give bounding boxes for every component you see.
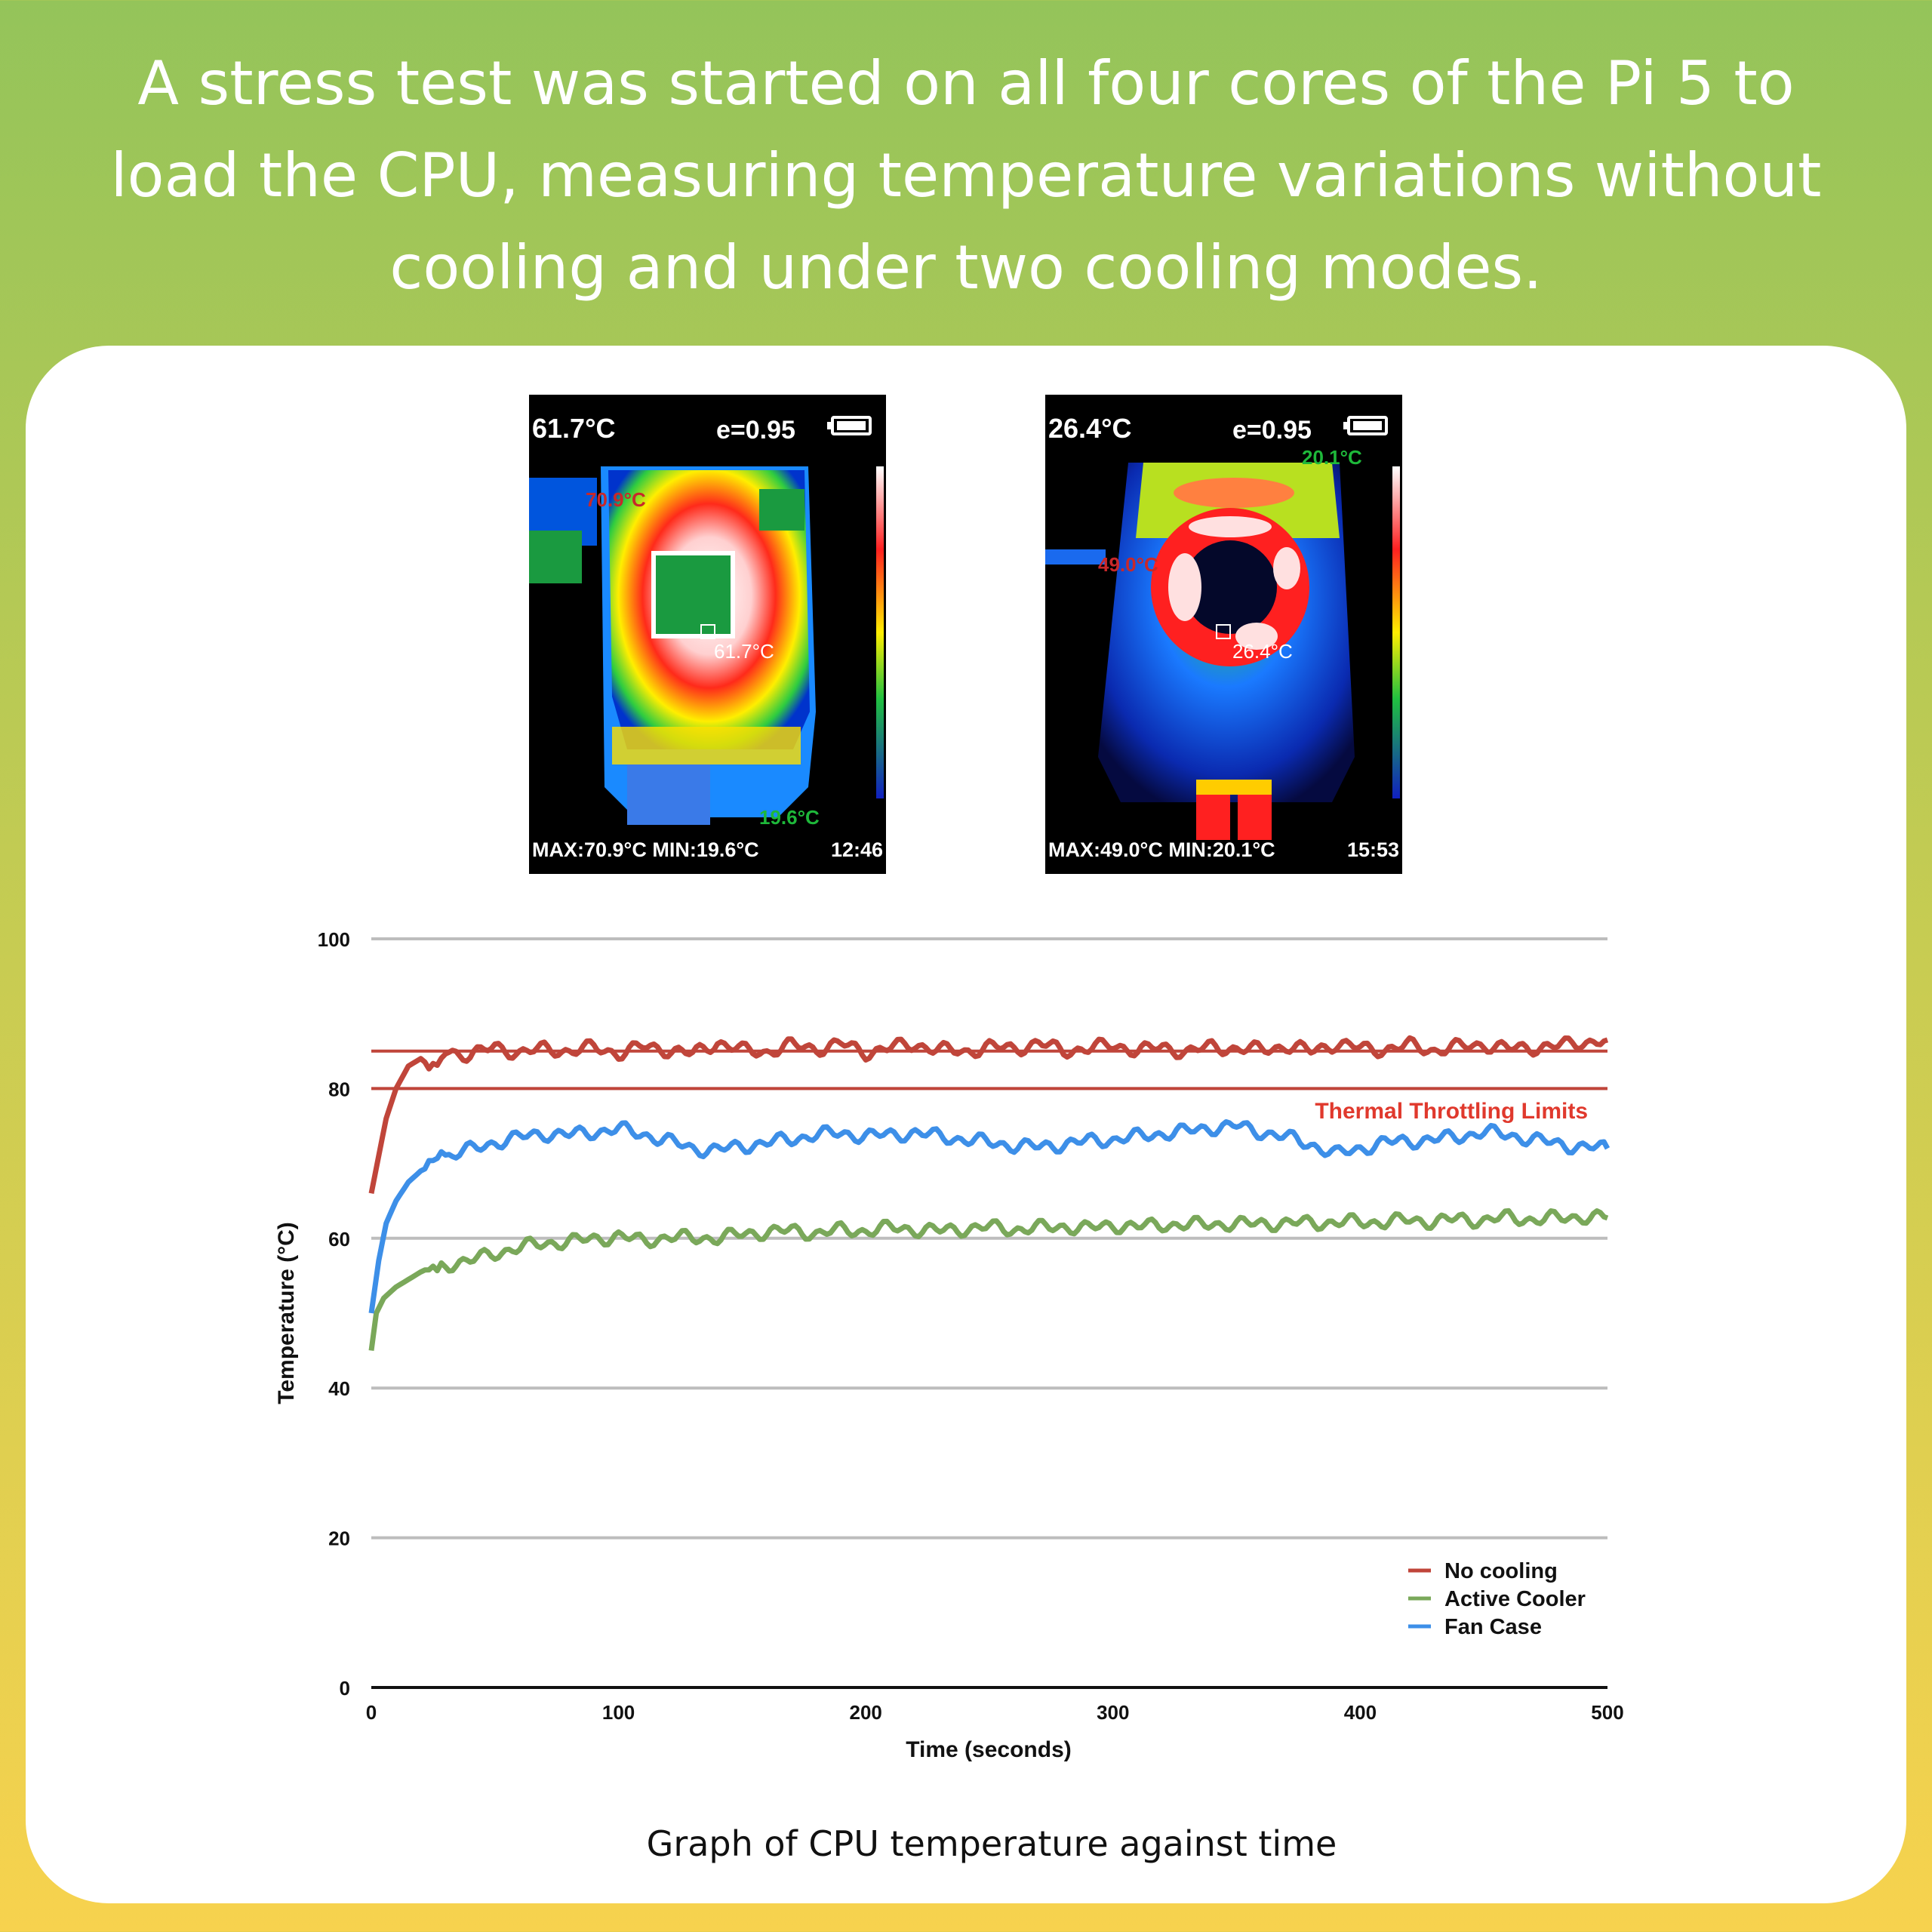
center-label: 26.4°C bbox=[1232, 640, 1293, 663]
emissivity-value: e=0.95 bbox=[1232, 416, 1312, 445]
legend-entry: Fan Case bbox=[1444, 1615, 1542, 1639]
y-tick-label: 100 bbox=[318, 928, 350, 951]
legend-entry: No cooling bbox=[1444, 1559, 1558, 1583]
x-tick-label: 500 bbox=[1591, 1701, 1623, 1724]
thermal-time: 12:46 bbox=[830, 838, 883, 861]
x-tick-label: 0 bbox=[366, 1701, 377, 1724]
chart-series bbox=[368, 1035, 1611, 1352]
headline: A stress test was started on all four co… bbox=[110, 48, 1822, 303]
chart-caption: Graph of CPU temperature against time bbox=[646, 1823, 1337, 1864]
y-tick-label: 40 bbox=[328, 1377, 350, 1400]
throttling-limit-label: Thermal Throttling Limits bbox=[1315, 1099, 1588, 1124]
x-tick-label: 200 bbox=[850, 1701, 882, 1724]
series-line-active-cooler bbox=[368, 1208, 1609, 1352]
thermal-stats: MAX:70.9°C MIN:19.6°C bbox=[532, 838, 759, 861]
thermal-reading: 61.7°C bbox=[532, 413, 616, 444]
legend-entry: Active Cooler bbox=[1444, 1587, 1586, 1611]
thermal-heatmap-case bbox=[1045, 395, 1402, 874]
y-tick-label: 80 bbox=[328, 1078, 350, 1100]
y-tick-label: 20 bbox=[328, 1527, 350, 1550]
y-tick-labels: 0 20 40 60 80 100 bbox=[318, 928, 350, 1700]
thermal-time: 15:53 bbox=[1346, 838, 1399, 861]
hot-spot-label: 70.9°C bbox=[586, 488, 646, 511]
x-tick-label: 300 bbox=[1097, 1701, 1129, 1724]
series-line-no-cooling bbox=[368, 1035, 1609, 1194]
y-axis-label: Temperature (°C) bbox=[274, 1222, 299, 1404]
x-axis-label: Time (seconds) bbox=[906, 1737, 1072, 1762]
y-tick-label: 60 bbox=[328, 1228, 350, 1251]
thermal-stats: MAX:49.0°C MIN:20.1°C bbox=[1048, 838, 1275, 861]
x-tick-label: 400 bbox=[1344, 1701, 1377, 1724]
thermal-reading: 26.4°C bbox=[1048, 413, 1132, 444]
y-tick-label: 0 bbox=[340, 1677, 350, 1700]
thermal-image-no-cooling: 61.7°C e=0.95 70.9°C 61.7°C 19.6°C MAX:7… bbox=[529, 395, 886, 874]
cold-spot-label: 20.1°C bbox=[1302, 446, 1362, 469]
series-line-fan-case bbox=[368, 1119, 1611, 1314]
cold-spot-label: 19.6°C bbox=[759, 806, 820, 829]
temperature-chart: 0 20 40 60 80 100 0 100 200 300 400 500 Temperatur… bbox=[274, 928, 1624, 1762]
x-tick-labels: 0 100 200 300 400 500 bbox=[366, 1701, 1624, 1724]
center-label: 61.7°C bbox=[714, 640, 774, 663]
thermal-heatmap-board bbox=[529, 395, 886, 874]
thermal-image-fan-case: 26.4°C e=0.95 20.1°C 49.0°C 26.4°C MAX:4… bbox=[1045, 395, 1402, 874]
hot-spot-label: 49.0°C bbox=[1098, 553, 1158, 576]
content-card: 61.7°C e=0.95 70.9°C 61.7°C 19.6°C MAX:7… bbox=[26, 346, 1906, 1903]
battery-icon bbox=[827, 416, 872, 435]
emissivity-value: e=0.95 bbox=[716, 416, 795, 445]
chart-legend: No cooling Active Cooler Fan Case bbox=[1408, 1559, 1586, 1639]
x-tick-label: 100 bbox=[602, 1701, 635, 1724]
battery-icon bbox=[1343, 416, 1388, 435]
